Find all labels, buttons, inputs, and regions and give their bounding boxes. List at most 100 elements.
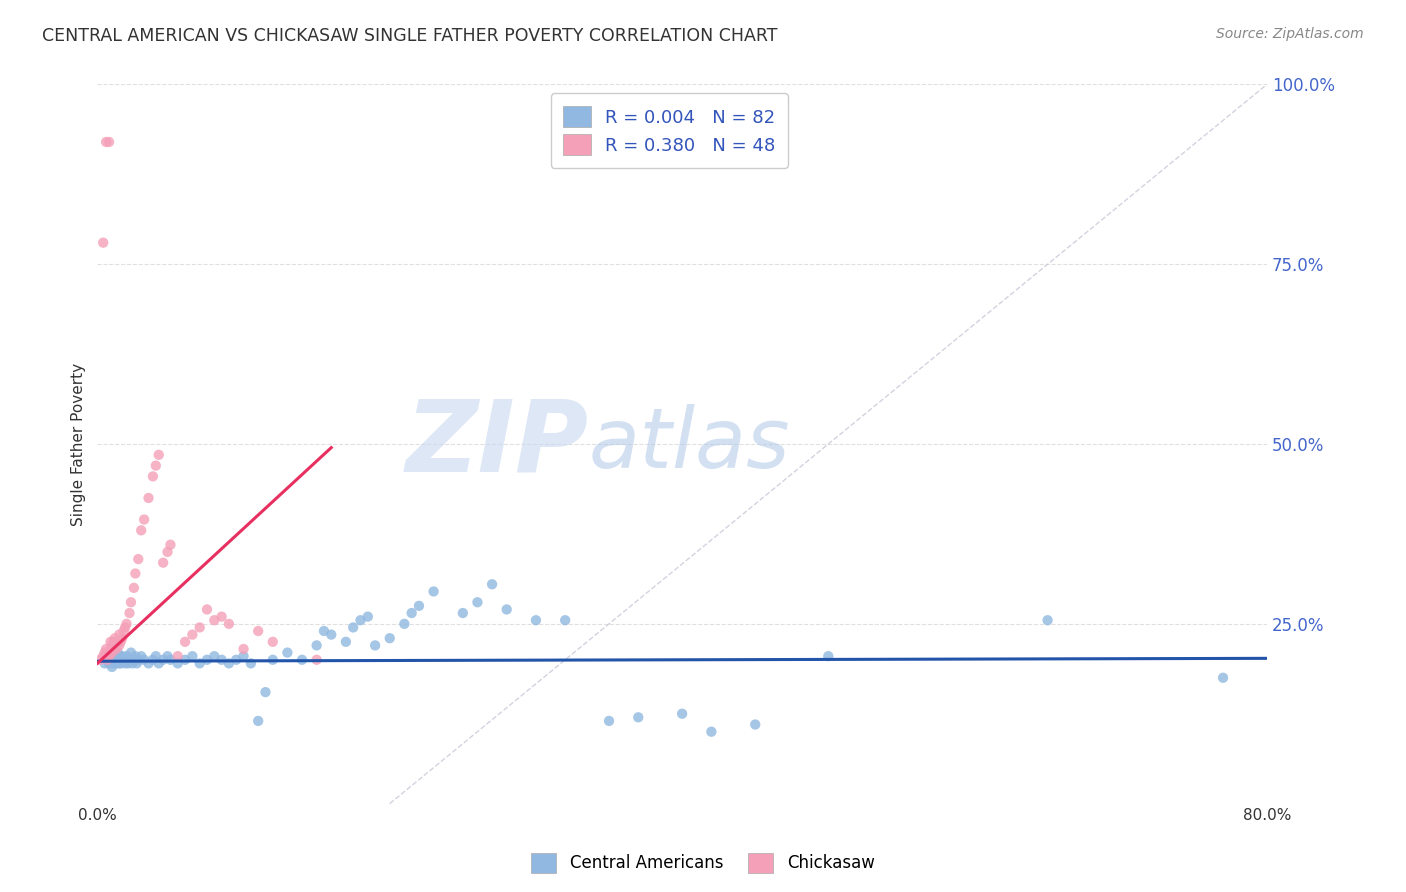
Point	[103, 635, 125, 649]
Point	[349, 613, 371, 627]
Point	[188, 620, 211, 634]
Point	[101, 646, 124, 660]
Point	[247, 714, 270, 728]
Point	[467, 595, 489, 609]
Point	[232, 649, 254, 664]
Point	[104, 631, 127, 645]
Y-axis label: Single Father Poverty: Single Father Poverty	[72, 362, 86, 525]
Point	[117, 657, 139, 671]
Point	[93, 657, 115, 671]
Point	[401, 606, 423, 620]
Point	[122, 581, 145, 595]
Point	[627, 710, 650, 724]
Point	[305, 639, 328, 653]
Point	[211, 609, 233, 624]
Point	[142, 653, 165, 667]
Point	[115, 649, 138, 664]
Point	[239, 657, 262, 671]
Point	[134, 512, 156, 526]
Point	[103, 642, 125, 657]
Point	[89, 653, 111, 667]
Point	[101, 653, 124, 667]
Point	[817, 649, 839, 664]
Point	[107, 646, 129, 660]
Point	[103, 657, 125, 671]
Point	[110, 657, 132, 671]
Point	[148, 657, 170, 671]
Point	[148, 448, 170, 462]
Point	[671, 706, 693, 721]
Point	[115, 653, 138, 667]
Point	[254, 685, 277, 699]
Point	[125, 657, 148, 671]
Point	[225, 653, 247, 667]
Point	[108, 639, 131, 653]
Point	[120, 595, 142, 609]
Point	[700, 724, 723, 739]
Point	[94, 135, 117, 149]
Point	[195, 602, 218, 616]
Point	[107, 653, 129, 667]
Point	[93, 646, 115, 660]
Point	[554, 613, 576, 627]
Text: ZIP: ZIP	[405, 395, 589, 492]
Point	[744, 717, 766, 731]
Point	[195, 653, 218, 667]
Point	[181, 649, 204, 664]
Point	[138, 491, 160, 505]
Point	[156, 545, 179, 559]
Point	[124, 649, 146, 664]
Point	[134, 653, 156, 667]
Point	[110, 635, 132, 649]
Point	[159, 653, 181, 667]
Point	[127, 653, 149, 667]
Point	[104, 653, 127, 667]
Point	[100, 635, 122, 649]
Point	[145, 649, 167, 664]
Point	[98, 135, 121, 149]
Point	[188, 657, 211, 671]
Point	[91, 235, 114, 250]
Point	[100, 642, 122, 657]
Point	[107, 635, 129, 649]
Point	[342, 620, 364, 634]
Point	[378, 631, 401, 645]
Point	[101, 646, 124, 660]
Point	[291, 653, 314, 667]
Point	[121, 657, 143, 671]
Point	[104, 649, 127, 664]
Point	[305, 653, 328, 667]
Point	[1036, 613, 1059, 627]
Point	[152, 653, 174, 667]
Point	[111, 631, 134, 645]
Point	[394, 616, 416, 631]
Point	[108, 657, 131, 671]
Point	[495, 602, 517, 616]
Point	[108, 627, 131, 641]
Point	[364, 639, 387, 653]
Point	[100, 649, 122, 664]
Point	[98, 657, 121, 671]
Text: atlas: atlas	[589, 403, 790, 484]
Point	[122, 653, 145, 667]
Point	[97, 653, 120, 667]
Point	[127, 552, 149, 566]
Point	[152, 556, 174, 570]
Point	[312, 624, 335, 638]
Text: Source: ZipAtlas.com: Source: ZipAtlas.com	[1216, 27, 1364, 41]
Point	[598, 714, 620, 728]
Point	[408, 599, 430, 613]
Point	[166, 657, 188, 671]
Point	[111, 649, 134, 664]
Point	[115, 616, 138, 631]
Point	[129, 649, 152, 664]
Text: CENTRAL AMERICAN VS CHICKASAW SINGLE FATHER POVERTY CORRELATION CHART: CENTRAL AMERICAN VS CHICKASAW SINGLE FAT…	[42, 27, 778, 45]
Point	[357, 609, 380, 624]
Point	[174, 635, 197, 649]
Point	[112, 653, 135, 667]
Point	[276, 646, 298, 660]
Point	[118, 653, 141, 667]
Point	[101, 660, 124, 674]
Point	[174, 653, 197, 667]
Point	[110, 653, 132, 667]
